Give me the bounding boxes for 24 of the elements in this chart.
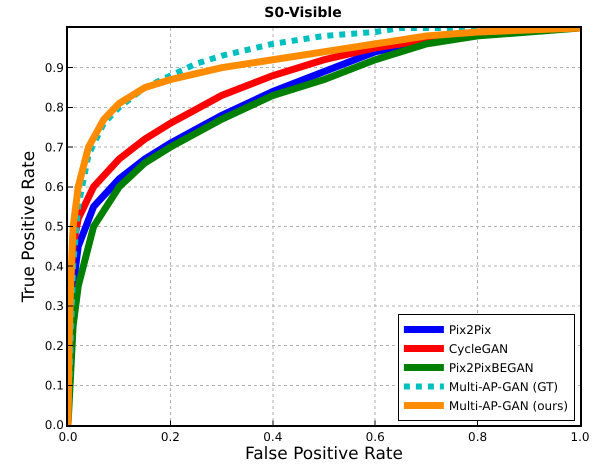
y-tick-label: 0.2	[44, 338, 64, 353]
x-tick-label: 0.6	[366, 430, 385, 444]
x-tick-label: 0.0	[58, 430, 78, 444]
y-tick-label: 0.9	[44, 60, 64, 75]
y-tick-label: 0.6	[44, 180, 64, 194]
y-tick-label: 0.4	[44, 259, 64, 274]
y-tick-label: 0.5	[44, 220, 64, 234]
y-axis-title: True Positive Rate	[18, 150, 39, 304]
legend-label: Pix2Pix	[448, 323, 492, 338]
x-axis-title: False Positive Rate	[245, 444, 403, 464]
legend-label: CycleGAN	[448, 342, 508, 356]
legend-label: Pix2PixBEGAN	[448, 361, 534, 376]
legend-label: Multi-AP-GAN (ours)	[448, 399, 568, 414]
y-tick-label: 0.3	[44, 299, 64, 314]
y-tick-label: 0.8	[44, 100, 64, 115]
x-tick-label: 1.0	[570, 430, 590, 444]
x-tick-label: 0.4	[263, 430, 282, 444]
y-tick-label: 0.0	[44, 418, 64, 432]
chart-title: S0-Visible	[264, 4, 342, 21]
y-tick-label: 0.1	[44, 378, 64, 392]
legend-label: Multi-AP-GAN (GT)	[448, 380, 558, 394]
y-tick-label: 0.7	[44, 140, 64, 154]
x-tick-label: 0.8	[468, 430, 488, 444]
x-tick-label: 0.2	[160, 430, 180, 444]
